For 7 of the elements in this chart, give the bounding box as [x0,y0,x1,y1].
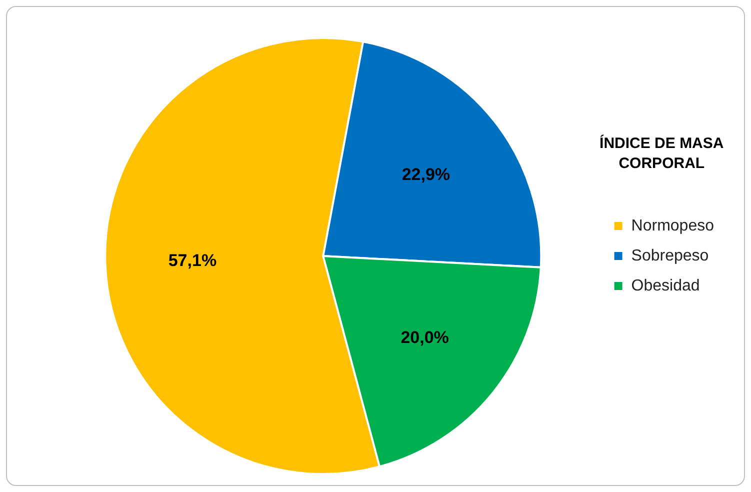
legend-label: Normopeso [631,217,714,234]
data-label: 22,9% [402,164,450,184]
legend-title: ÍNDICE DE MASA CORPORAL [600,134,724,172]
legend-label: Sobrepeso [631,247,709,264]
legend-label: Obesidad [631,277,700,294]
data-label: 57,1% [168,250,217,270]
data-label: 20,0% [400,328,449,348]
